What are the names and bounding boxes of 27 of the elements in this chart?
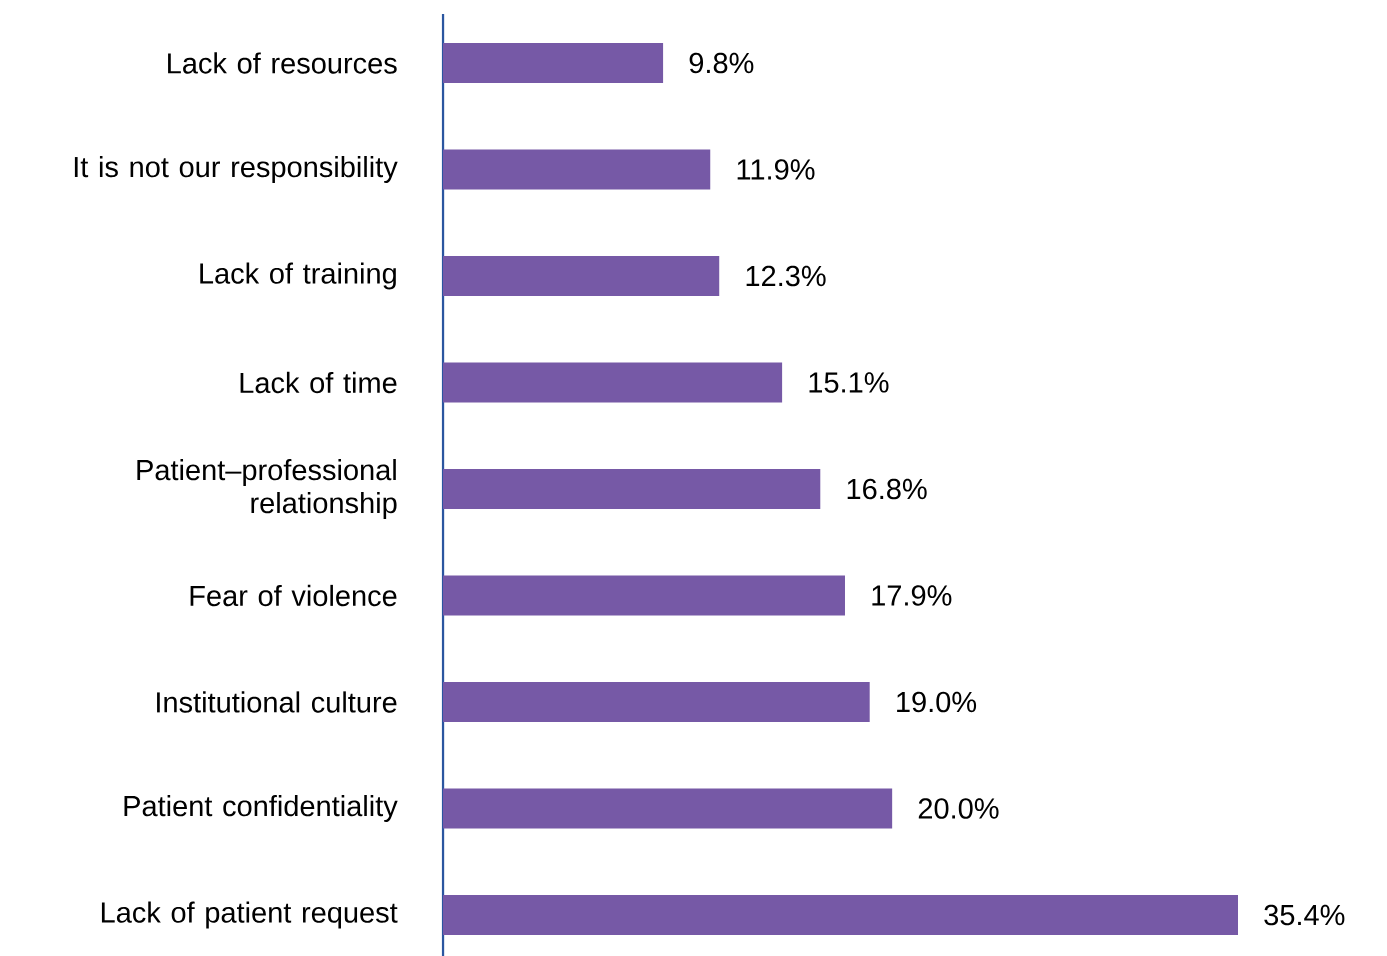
data-label: 19.0% (897, 691, 977, 713)
y-tick-label: Lack of patient request (101, 901, 398, 929)
bar (443, 788, 893, 829)
data-label: 15.1% (809, 372, 889, 393)
y-tick-label: Patient confidentiality (124, 794, 398, 823)
bar (443, 575, 845, 616)
y-tick-label: Lack of time (240, 371, 397, 394)
y-tick-label: Institutional culture (157, 691, 397, 713)
bar (443, 149, 711, 190)
y-tick-label: Fear of violence (190, 584, 397, 607)
bar (443, 682, 870, 723)
y-tick-label: Patient–professional relationship (137, 458, 397, 520)
data-label: 35.4% (1264, 904, 1345, 926)
bar (443, 895, 1239, 936)
y-tick-label: Lack of training (200, 262, 396, 290)
bar (443, 43, 664, 83)
data-label: 12.3% (746, 265, 826, 287)
y-tick-label: It is not our responsibility (74, 155, 398, 184)
data-label: 16.8% (847, 478, 927, 500)
bar (443, 469, 821, 509)
data-label: 20.0% (918, 798, 999, 819)
data-label: 9.8% (689, 52, 754, 74)
data-label: 11.9% (737, 159, 815, 180)
y-tick-label: Lack of resources (168, 52, 397, 74)
bar (443, 256, 720, 296)
data-label: 17.9% (872, 585, 952, 606)
bar (443, 362, 783, 403)
